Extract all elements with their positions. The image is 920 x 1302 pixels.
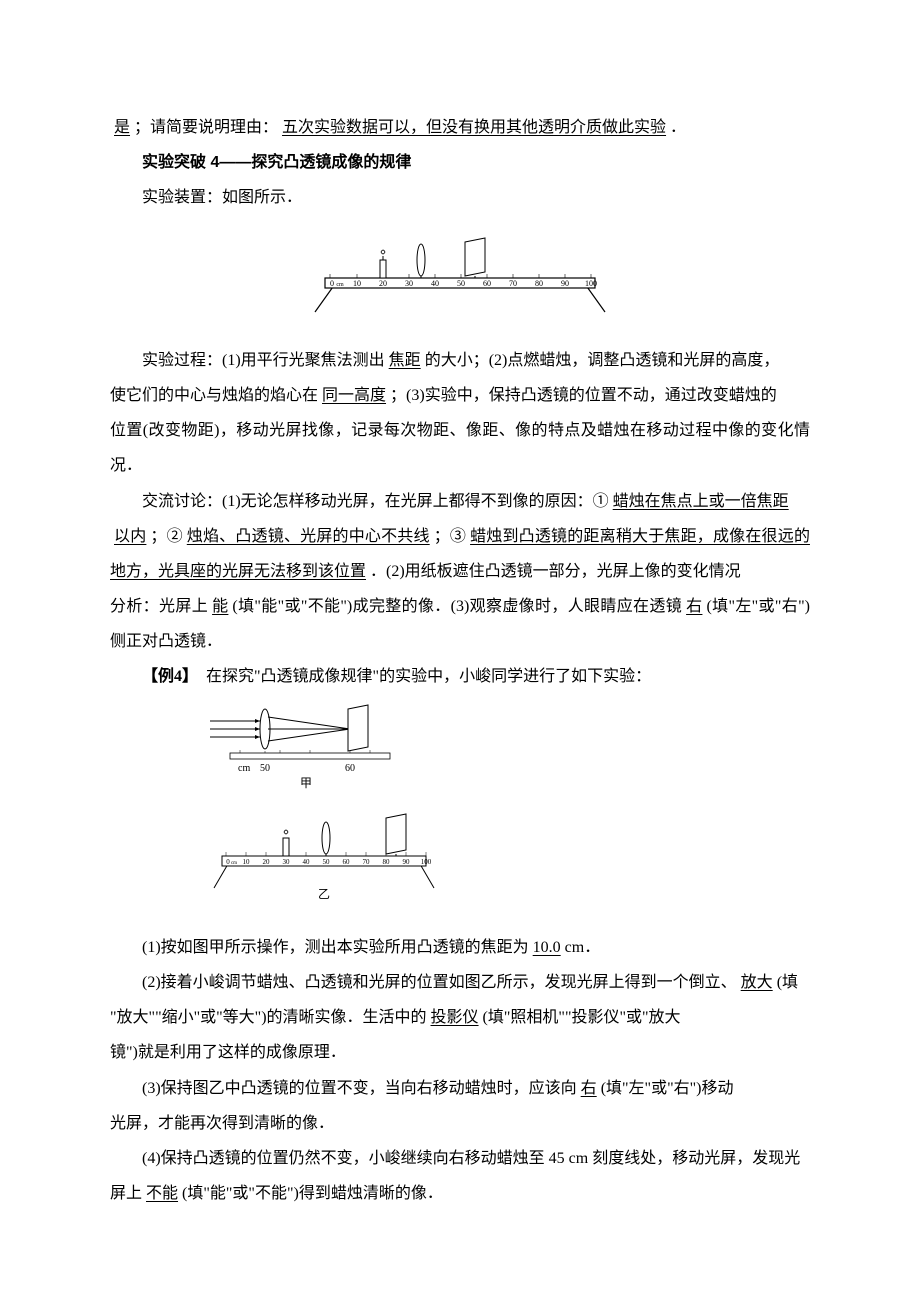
svg-text:cm: cm <box>336 282 344 288</box>
svg-text:20: 20 <box>263 858 271 866</box>
blank-reason2: 烛焰、凸透镜、光屏的中心不共线 <box>183 528 434 545</box>
screen-icon <box>465 238 485 278</box>
svg-text:10: 10 <box>243 858 251 866</box>
q2-l2b: (填"照相机""投影仪"或"放大 <box>483 1009 681 1026</box>
q3-a: (3)保持图乙中凸透镜的位置不变，当向右移动蜡烛时，应该向 <box>142 1080 577 1097</box>
discuss-sep2: ；③ <box>434 528 466 545</box>
q4-line1: (4)保持凸透镜的位置仍然不变，小峻继续向右移动蜡烛至 45 cm 刻度线处，移… <box>110 1141 810 1176</box>
process-paragraph: 实验过程：(1)用平行光聚焦法测出焦距的大小；(2)点燃蜡烛，调整凸透镜和光屏的… <box>110 343 810 378</box>
q3-b: (填"左"或"右")移动 <box>601 1080 734 1097</box>
discuss-lead: 交流讨论：(1)无论怎样移动光屏，在光屏上都得不到像的原因：① <box>142 493 609 510</box>
svg-text:40: 40 <box>303 858 311 866</box>
example4-label: 【例4】 <box>142 668 198 685</box>
svg-text:30: 30 <box>283 858 291 866</box>
svg-text:60: 60 <box>483 279 491 288</box>
svg-text:30: 30 <box>405 279 413 288</box>
blank-cannot: 不能 <box>142 1185 182 1202</box>
section-4-title: 实验突破 4——探究凸透镜成像的规律 <box>110 145 810 180</box>
process-line2: 使它们的中心与烛焰的焰心在同一高度；(3)实验中，保持凸透镜的位置不动，通过改变… <box>110 378 810 413</box>
blank-focal: 焦距 <box>385 352 425 369</box>
svg-text:0: 0 <box>330 279 334 288</box>
figure-example-wrap: cm 50 60 甲 0cm 102030405060708090100 <box>110 703 810 916</box>
blank-enlarged: 放大 <box>737 974 777 991</box>
process-t1: 的大小；(2)点燃蜡烛，调整凸透镜和光屏的高度， <box>425 352 780 369</box>
q2-l2a: "放大""缩小"或"等大")的清晰实像．生活中的 <box>110 1009 427 1026</box>
figure-optical-bench-large: 0 cm 10 20 30 40 50 60 70 80 90 100 <box>110 224 810 329</box>
svg-text:50: 50 <box>457 279 465 288</box>
svg-text:20: 20 <box>379 279 387 288</box>
blank-can: 能 <box>208 598 232 615</box>
blank-move-right: 右 <box>577 1080 601 1097</box>
svg-text:70: 70 <box>363 858 371 866</box>
figure-jia: cm 50 60 甲 <box>210 705 390 790</box>
q3-line2: 光屏，才能再次得到清晰的像． <box>110 1106 810 1141</box>
carryover-suffix: ． <box>670 119 686 136</box>
discussion-line2: 以内；②烛焰、凸透镜、光屏的中心不共线；③蜡烛到凸透镜的距离稍大于焦距，成像在很… <box>110 519 810 589</box>
svg-text:80: 80 <box>383 858 391 866</box>
q2-l1b: (填 <box>777 974 798 991</box>
blank-reason1: 蜡烛在焦点上或一倍焦距 <box>609 493 793 510</box>
carryover-mid: ；请简要说明理由： <box>134 119 278 136</box>
blank-projector: 投影仪 <box>427 1009 483 1026</box>
process-line3: 位置(改变物距)，移动光屏找像，记录每次物距、像距、像的特点及蜡烛在移动过程中像… <box>110 413 810 483</box>
q4-l2a: 屏上 <box>110 1185 142 1202</box>
svg-text:90: 90 <box>403 858 411 866</box>
svg-text:0: 0 <box>226 858 230 866</box>
process-lead: 实验过程：(1)用平行光聚焦法测出 <box>142 352 385 369</box>
carryover-line: 是；请简要说明理由：五次实验数据可以，但没有换用其他透明介质做此实验． <box>110 110 810 145</box>
figure-yi: 0cm 10 20 30 40 50 60 70 80 90 100 乙 <box>214 814 434 901</box>
example4-intro: 【例4】 在探究"凸透镜成像规律"的实验中，小峻同学进行了如下实验： <box>110 659 810 694</box>
q1-a: (1)按如图甲所示操作，测出本实验所用凸透镜的焦距为 <box>142 939 529 956</box>
svg-text:cm: cm <box>238 763 250 774</box>
blank-reason: 五次实验数据可以，但没有换用其他透明介质做此实验 <box>278 119 670 136</box>
discussion-paragraph: 交流讨论：(1)无论怎样移动光屏，在光屏上都得不到像的原因：①蜡烛在焦点上或一倍… <box>110 484 810 519</box>
process-t2: ；(3)实验中，保持凸透镜的位置不动，通过改变蜡烛的 <box>390 387 777 404</box>
q2-line1: (2)接着小峻调节蜡烛、凸透镜和光屏的位置如图乙所示，发现光屏上得到一个倒立、放… <box>110 965 810 1000</box>
analyze-mid: (填"能"或"不能")成完整的像．(3)观察虚像时，人眼睛应在透镜 <box>232 598 682 615</box>
svg-text:80: 80 <box>535 279 543 288</box>
optical-bench-svg: 0 cm 10 20 30 40 50 60 70 80 90 100 <box>305 224 615 316</box>
svg-text:乙: 乙 <box>318 887 330 901</box>
svg-text:90: 90 <box>561 279 569 288</box>
svg-text:60: 60 <box>343 858 351 866</box>
q1: (1)按如图甲所示操作，测出本实验所用凸透镜的焦距为10.0cm． <box>110 930 810 965</box>
discussion-line4: 分析：光屏上能(填"能"或"不能")成完整的像．(3)观察虚像时，人眼睛应在透镜… <box>110 589 810 659</box>
analyze-lead: 分析：光屏上 <box>110 598 208 615</box>
blank-focal-length: 10.0 <box>529 939 565 956</box>
process-l2a: 使它们的中心与烛焰的焰心在 <box>110 387 318 404</box>
svg-text:cm: cm <box>231 861 237 866</box>
svg-text:100: 100 <box>585 279 597 288</box>
q4-line2: 屏上不能(填"能"或"不能")得到蜡烛清晰的像． <box>110 1176 810 1211</box>
q3-line1: (3)保持图乙中凸透镜的位置不变，当向右移动蜡烛时，应该向右(填"左"或"右")… <box>110 1071 810 1106</box>
example4-intro-text: 在探究"凸透镜成像规律"的实验中，小峻同学进行了如下实验： <box>206 668 651 685</box>
q2-l1a: (2)接着小峻调节蜡烛、凸透镜和光屏的位置如图乙所示，发现光屏上得到一个倒立、 <box>142 974 737 991</box>
svg-text:甲: 甲 <box>300 776 312 790</box>
svg-text:70: 70 <box>509 279 517 288</box>
svg-text:10: 10 <box>353 279 361 288</box>
lens-icon <box>417 244 425 278</box>
figure-example-svg: cm 50 60 甲 0cm 102030405060708090100 <box>210 703 440 903</box>
svg-text:50: 50 <box>260 763 270 774</box>
blank-sameheight: 同一高度 <box>318 387 390 404</box>
blank-reason1-tail: 以内 <box>110 528 150 545</box>
apparatus-label: 实验装置：如图所示． <box>110 180 810 215</box>
q4-l2b: (填"能"或"不能")得到蜡烛清晰的像． <box>182 1185 443 1202</box>
svg-text:100: 100 <box>421 858 432 866</box>
discuss-after: ．(2)用纸板遮住凸透镜一部分，光屏上像的变化情况 <box>370 563 741 580</box>
svg-text:50: 50 <box>323 858 331 866</box>
q2-line2: "放大""缩小"或"等大")的清晰实像．生活中的投影仪(填"照相机""投影仪"或… <box>110 1000 810 1035</box>
svg-text:60: 60 <box>345 763 355 774</box>
blank-prefix: 是 <box>110 119 134 136</box>
q2-line3: 镜")就是利用了这样的成像原理． <box>110 1035 810 1070</box>
candle-icon <box>380 250 386 278</box>
q1-b: cm． <box>565 939 601 956</box>
blank-right: 右 <box>682 598 706 615</box>
discuss-sep1: ；② <box>150 528 182 545</box>
svg-text:40: 40 <box>431 279 439 288</box>
